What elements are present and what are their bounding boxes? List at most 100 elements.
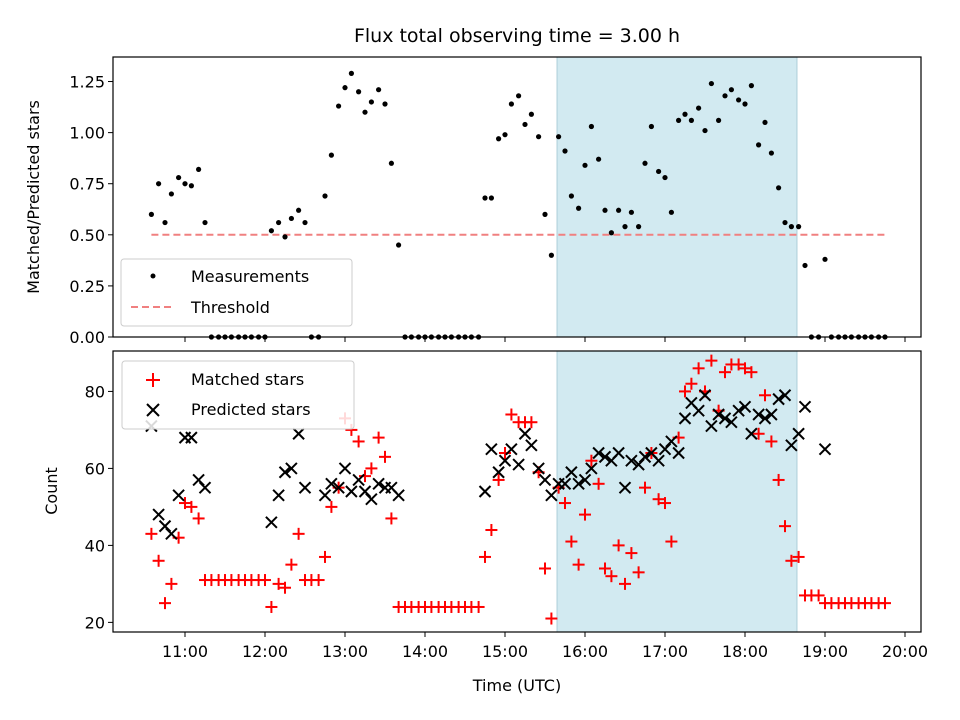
- matched-star-point: [665, 535, 678, 548]
- ratio-y-tick-label: 1.00: [69, 124, 105, 143]
- measurement-point: [762, 119, 768, 126]
- count-y-axis: 20 40 60 80: [85, 382, 113, 632]
- matched-star-point: [545, 612, 558, 625]
- count-y-tick-label: 40: [85, 536, 105, 555]
- measurement-point: [496, 136, 502, 142]
- predicted-star-point: [705, 419, 718, 433]
- predicted-star-point: [545, 489, 558, 502]
- ratio-y-tick-label: 0.50: [69, 226, 105, 245]
- matched-star-point: [319, 550, 331, 563]
- measurement-point: [768, 150, 775, 156]
- predicted-star-point: [785, 439, 798, 452]
- measurement-point: [322, 193, 328, 199]
- measurement-point: [702, 127, 708, 134]
- measurement-point: [162, 219, 168, 226]
- measurement-point: [682, 111, 688, 117]
- matched-star-point: [359, 470, 371, 483]
- predicted-star-point: [265, 516, 278, 529]
- predicted-star-point: [598, 450, 612, 464]
- predicted-star-point: [792, 427, 805, 440]
- matched-star-point: [719, 366, 731, 379]
- measurement-point: [362, 109, 368, 115]
- predicted-legend-marker: [146, 403, 160, 417]
- measurement-point: [482, 195, 488, 201]
- predicted-star-point: [712, 408, 725, 421]
- matched-star-point: [192, 512, 205, 525]
- ratio-legend: Measurements Threshold: [120, 258, 353, 327]
- matched-star-point: [579, 508, 591, 521]
- x-tick-label: 15:00: [482, 642, 528, 661]
- predicted-star-point: [772, 392, 785, 406]
- matched-star-point: [352, 435, 365, 448]
- count-x-axis: 11:00 12:00 13:00 14:00 15:00 16:00 17:00 18:00…: [162, 632, 928, 661]
- predicted-star-point: [778, 389, 792, 402]
- measurement-point: [636, 224, 642, 230]
- x-tick-label: 11:00: [162, 642, 208, 661]
- predicted-star-point: [678, 412, 692, 425]
- predicted-star-point: [345, 485, 358, 498]
- measurement-point: [508, 101, 514, 107]
- predicted-star-point: [692, 404, 705, 417]
- predicted-star-point: [818, 442, 832, 456]
- measurement-point: [616, 207, 622, 213]
- measurement-point: [176, 174, 182, 181]
- measurement-point: [568, 193, 575, 199]
- x-tick-label: 20:00: [882, 642, 928, 661]
- predicted-star-point: [612, 446, 625, 460]
- measurement-point: [188, 183, 194, 189]
- matched-star-point: [372, 431, 385, 444]
- measurement-point: [596, 156, 602, 162]
- measurement-point: [168, 191, 174, 197]
- predicted-star-point: [172, 489, 185, 502]
- measurement-point: [376, 87, 382, 93]
- ratio-observing-span: [556, 56, 798, 338]
- matched-star-point: [639, 481, 651, 494]
- predicted-star-points: [145, 389, 832, 541]
- ratio-legend-box: [120, 258, 353, 327]
- measurement-point: [788, 224, 795, 230]
- predicted-star-point: [672, 446, 685, 460]
- predicted-star-point: [338, 462, 352, 475]
- predicted-star-point: [565, 466, 578, 479]
- predicted-star-point: [592, 446, 605, 460]
- ratio-y-axis-label: Matched/Predicted stars: [24, 100, 43, 294]
- x-tick-label: 18:00: [722, 642, 768, 661]
- matched-star-point: [505, 408, 518, 421]
- x-tick-label: 16:00: [562, 642, 608, 661]
- count-legend: Matched stars Predicted stars: [121, 360, 355, 430]
- predicted-star-point: [325, 477, 338, 491]
- matched-star-point: [612, 539, 625, 552]
- matched-star-point: [145, 527, 158, 540]
- matched-star-point: [752, 427, 765, 440]
- predicted-star-point: [165, 527, 178, 541]
- x-tick-label: 17:00: [642, 642, 688, 661]
- count-y-axis-label: Count: [42, 467, 61, 515]
- measurement-point: [708, 80, 715, 87]
- matched-star-point: [492, 473, 505, 486]
- predicted-star-point: [578, 473, 592, 487]
- measurement-point: [276, 219, 282, 226]
- matched-star-point: [379, 450, 391, 463]
- measurement-point: [488, 195, 494, 201]
- matched-star-point: [785, 554, 798, 567]
- matched-star-point: [485, 523, 498, 536]
- measurement-point: [296, 207, 302, 213]
- x-tick-label: 12:00: [242, 642, 288, 661]
- matched-star-point: [525, 416, 538, 429]
- predicted-star-point: [278, 466, 292, 479]
- measurement-point: [528, 111, 535, 117]
- matched-star-point: [792, 550, 805, 563]
- measurement-point: [802, 262, 808, 269]
- predicted-star-point: [352, 473, 365, 487]
- measurement-point: [576, 205, 582, 211]
- measurement-point: [148, 211, 154, 217]
- predicted-star-point: [638, 450, 652, 464]
- measurement-point: [608, 230, 615, 236]
- predicted-star-point: [798, 400, 812, 414]
- predicted-star-point: [285, 462, 298, 475]
- predicted-star-point: [572, 477, 585, 491]
- matched-star-point: [592, 477, 605, 490]
- chart-title: Flux total observing time = 3.00 h: [354, 25, 680, 47]
- predicted-star-point: [618, 481, 632, 494]
- count-plot-frame: [112, 350, 922, 633]
